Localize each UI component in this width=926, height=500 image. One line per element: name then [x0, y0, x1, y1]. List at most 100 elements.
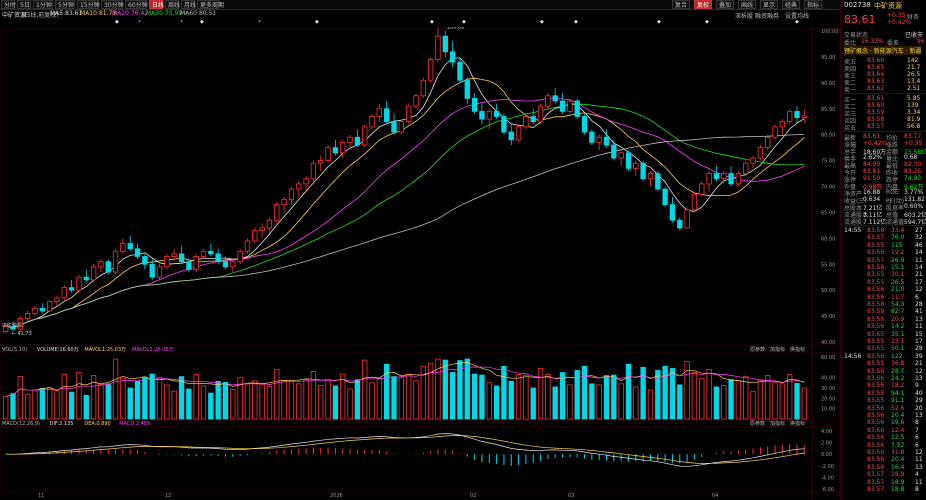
candle[interactable] — [765, 134, 771, 151]
toolbar-right-tab[interactable]: 复合 — [672, 0, 690, 9]
candle[interactable] — [735, 170, 742, 187]
period-tab[interactable]: 月线 — [181, 0, 196, 9]
candle[interactable] — [83, 269, 89, 283]
candle[interactable] — [625, 150, 632, 171]
candle[interactable] — [24, 310, 31, 322]
period-tab[interactable]: 5日 — [17, 0, 31, 9]
candle[interactable] — [54, 295, 60, 306]
candle[interactable] — [677, 217, 683, 231]
indicator-tab[interactable]: 加指标 — [770, 346, 785, 353]
candle[interactable] — [523, 113, 529, 130]
candle[interactable] — [618, 150, 624, 166]
candle[interactable] — [391, 113, 397, 135]
candle[interactable] — [259, 222, 265, 239]
candle[interactable] — [354, 129, 361, 148]
toolbar-right-tab[interactable]: 经典 — [782, 0, 800, 9]
candle[interactable] — [340, 139, 346, 158]
sub-toolbar-button[interactable]: 融资融券 — [755, 13, 780, 20]
candle[interactable] — [669, 196, 676, 223]
event-marker-icon[interactable]: ◆ — [315, 19, 319, 25]
sub-toolbar-button[interactable]: 设置均线 — [785, 13, 810, 20]
period-tab[interactable]: 分时 — [1, 0, 16, 9]
period-tab[interactable]: 周线 — [165, 0, 180, 9]
candle[interactable] — [112, 248, 119, 275]
toolbar-right-tab[interactable]: 叠加 — [716, 0, 734, 9]
candle[interactable] — [164, 253, 170, 270]
candle[interactable] — [149, 259, 155, 280]
candle[interactable] — [68, 279, 75, 293]
candle[interactable] — [178, 246, 185, 265]
candle[interactable] — [779, 119, 786, 135]
candle[interactable] — [17, 316, 23, 332]
candle[interactable] — [574, 98, 580, 120]
candle[interactable] — [76, 274, 82, 293]
candle[interactable] — [611, 139, 617, 161]
candle[interactable] — [706, 170, 712, 192]
chart-area[interactable]: 100.00 95.00 90.00 85.00 80.00 75.00 70.00 65.0… — [0, 27, 840, 500]
period-tab[interactable]: 5分钟 — [55, 0, 75, 9]
period-tab[interactable]: 30分钟 — [101, 0, 124, 9]
candle[interactable] — [413, 93, 419, 109]
candle[interactable] — [420, 77, 426, 99]
indicator-tab[interactable]: 换指标 — [790, 346, 805, 353]
candle[interactable] — [46, 300, 53, 312]
candle[interactable] — [464, 77, 470, 104]
candle[interactable] — [537, 103, 544, 125]
candle[interactable] — [120, 238, 126, 254]
candle[interactable] — [743, 160, 749, 177]
candle[interactable] — [347, 134, 353, 151]
candle[interactable] — [134, 243, 141, 260]
candle[interactable] — [713, 165, 720, 182]
candle[interactable] — [296, 181, 302, 197]
event-marker-icon[interactable]: ◆ — [540, 19, 544, 25]
candle[interactable] — [105, 259, 111, 275]
candle[interactable] — [750, 155, 756, 169]
candle[interactable] — [230, 259, 236, 273]
candle[interactable] — [530, 108, 536, 125]
candle[interactable] — [647, 170, 654, 187]
candle[interactable] — [721, 170, 727, 184]
event-marker-icon[interactable]: • — [138, 19, 141, 25]
candle[interactable] — [794, 106, 800, 125]
candle[interactable] — [362, 124, 368, 148]
indicator-tab[interactable]: 原参数 — [750, 346, 765, 353]
candle[interactable] — [61, 284, 67, 301]
event-marker-icon[interactable]: ◆ — [574, 19, 578, 25]
toolbar-right-tab[interactable]: 指标 — [804, 0, 822, 9]
candle[interactable] — [435, 27, 441, 63]
candle[interactable] — [427, 56, 434, 83]
period-tab[interactable]: 1分钟 — [33, 0, 53, 9]
toolbar-right-tab[interactable]: 复权 — [694, 0, 712, 9]
candle[interactable] — [318, 155, 324, 171]
tab-finance[interactable]: 财务 — [907, 14, 920, 21]
candle[interactable] — [405, 103, 412, 125]
candle[interactable] — [39, 303, 45, 314]
candle[interactable] — [369, 113, 375, 130]
candle[interactable] — [493, 103, 500, 120]
event-marker-icon[interactable]: • — [258, 19, 261, 25]
indicator-tab[interactable]: 原参数 — [750, 420, 765, 427]
candle[interactable] — [640, 160, 646, 182]
candle[interactable] — [757, 145, 764, 161]
candle[interactable] — [728, 165, 734, 187]
candle[interactable] — [471, 93, 478, 114]
event-marker-icon[interactable]: ◆ — [657, 19, 661, 25]
candle[interactable] — [567, 98, 573, 114]
candle[interactable] — [32, 305, 38, 317]
candle[interactable] — [508, 124, 514, 146]
candle[interactable] — [171, 248, 177, 262]
candle[interactable] — [310, 160, 317, 182]
event-marker-icon[interactable]: ◆ — [462, 19, 466, 25]
candle[interactable] — [376, 103, 383, 122]
candle[interactable] — [449, 41, 456, 68]
candle[interactable] — [274, 202, 280, 223]
candle[interactable] — [156, 264, 163, 280]
candle[interactable] — [501, 113, 507, 135]
candle[interactable] — [801, 108, 808, 123]
candle[interactable] — [288, 186, 295, 205]
candle[interactable] — [589, 129, 595, 146]
candle[interactable] — [281, 196, 287, 213]
candle[interactable] — [127, 235, 133, 252]
toolbar-right-tab[interactable]: 显示 — [760, 0, 778, 9]
candle[interactable] — [699, 181, 705, 197]
